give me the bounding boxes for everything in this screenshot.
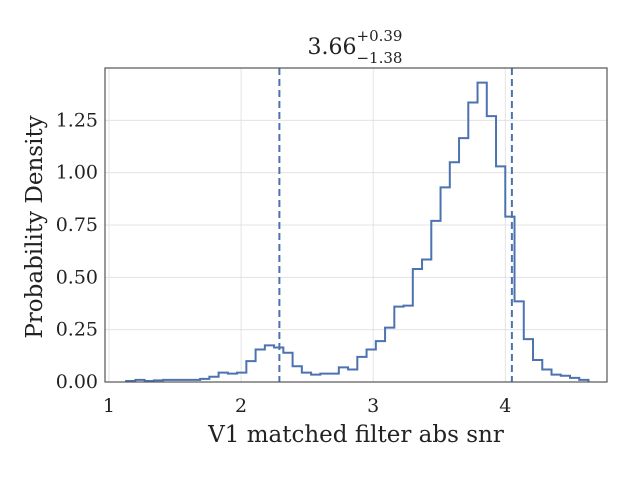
x-tick-label: 2 xyxy=(235,395,247,417)
x-tick-label: 4 xyxy=(499,395,511,417)
title-value: 3.66 xyxy=(308,35,357,60)
histogram-series xyxy=(125,81,590,382)
credible-interval-lines xyxy=(278,68,513,382)
plot-frame xyxy=(104,67,608,383)
y-tick-label: 0.25 xyxy=(56,319,98,341)
y-tick-label: 0.50 xyxy=(56,266,98,288)
y-tick-label: 0.75 xyxy=(56,214,98,236)
x-tick-label: 1 xyxy=(103,395,115,417)
grid-lines xyxy=(105,68,607,382)
chart-title: 3.66+0.39 −1.38 xyxy=(308,27,403,67)
title-lower-error: −1.38 xyxy=(356,49,402,67)
y-tick-label: 0.00 xyxy=(56,371,98,393)
x-axis-ticks: 1 2 3 4 xyxy=(103,395,511,417)
y-tick-label: 1.25 xyxy=(56,109,98,131)
y-tick-label: 1.00 xyxy=(56,162,98,184)
y-axis-ticks: 0.00 0.25 0.50 0.75 1.00 1.25 xyxy=(56,109,98,393)
y-axis-label: Probability Density xyxy=(22,115,48,338)
x-tick-label: 3 xyxy=(367,395,379,417)
title-upper-error: +0.39 xyxy=(357,27,403,45)
x-axis-label: V1 matched filter abs snr xyxy=(207,422,504,448)
histogram-step-line xyxy=(125,81,590,382)
